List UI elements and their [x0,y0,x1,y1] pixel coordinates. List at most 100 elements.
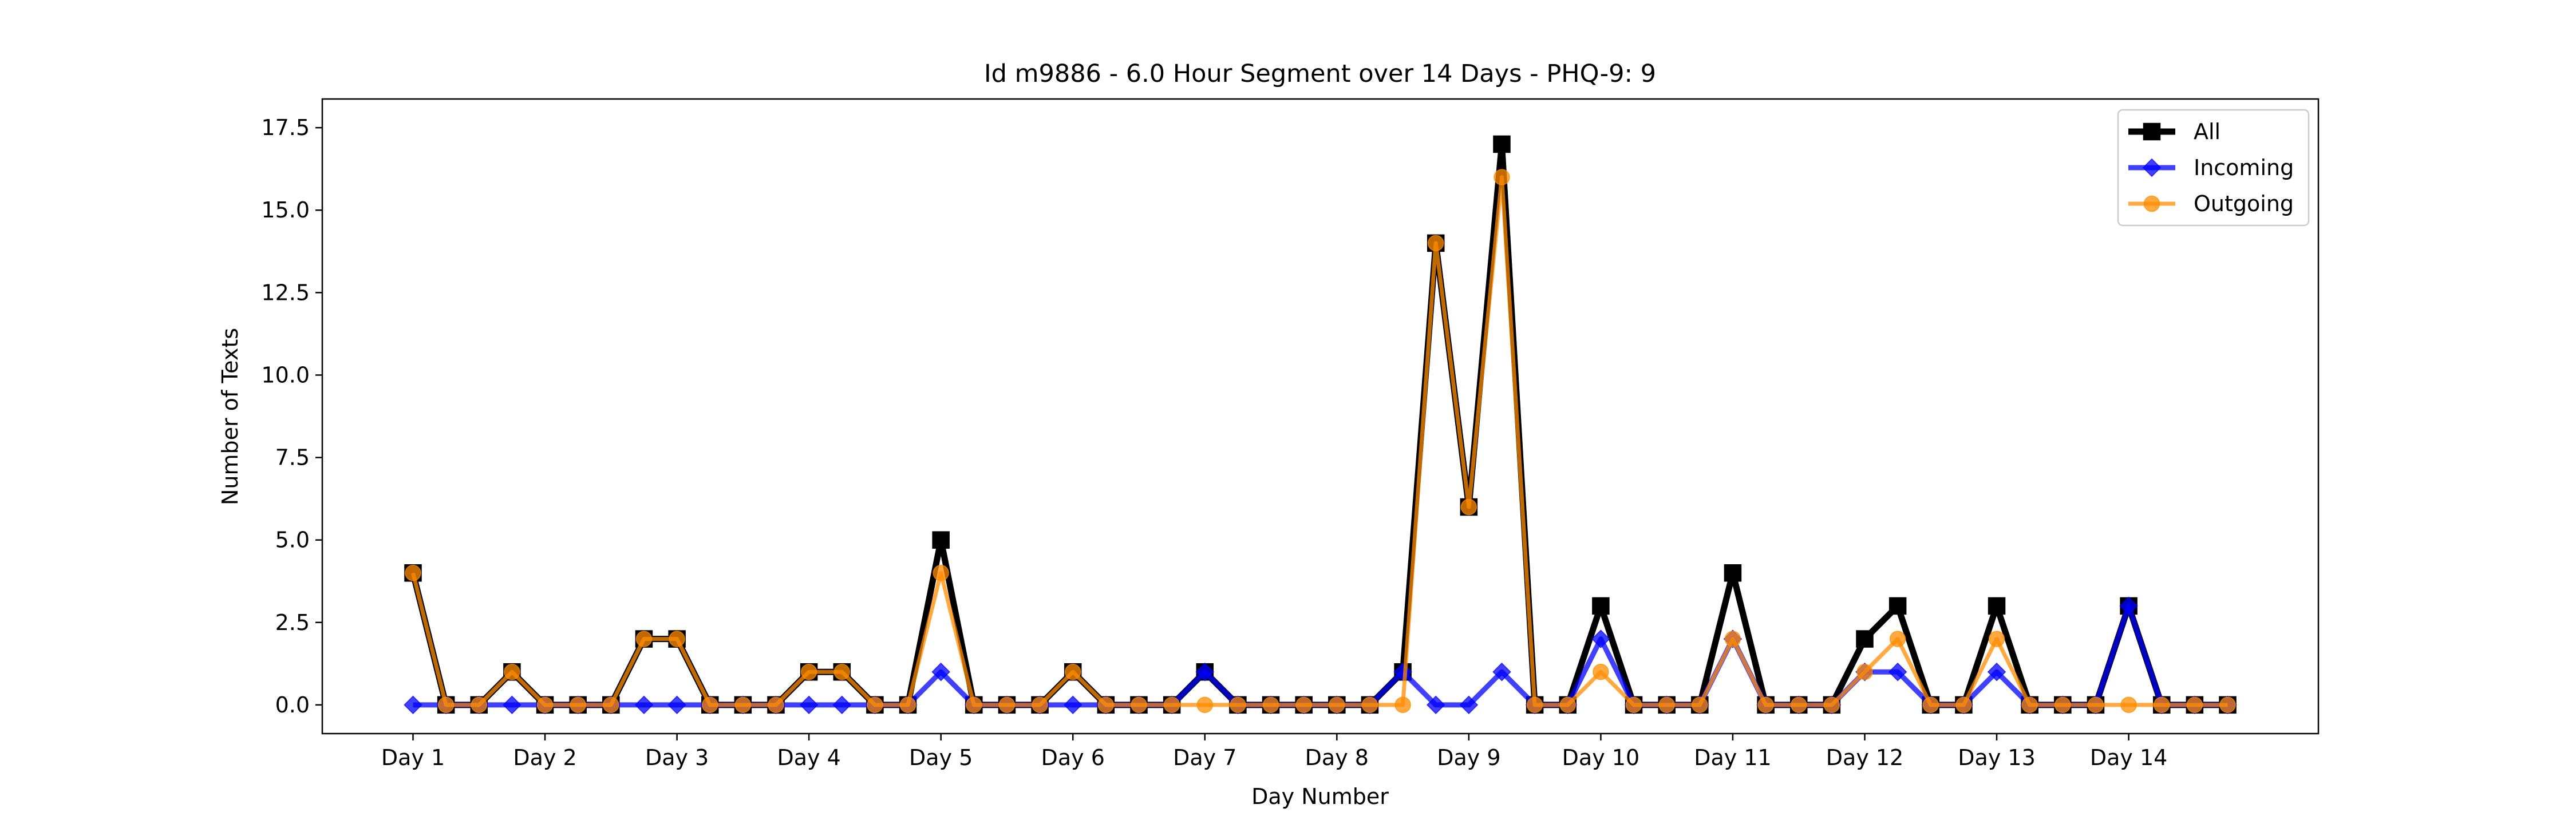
x-tick-label: Day 8 [1305,745,1369,770]
data-point-incoming [1195,662,1215,682]
ticks-layer: 0.0 2.5 5.0 7.5 10.0 12.5 15.0 17.5 Day 1 Day 2 Da… [261,115,2167,770]
data-point-outgoing [1262,696,1279,714]
data-point-outgoing [899,696,916,714]
data-point-outgoing [1230,696,1246,714]
plot-background [322,99,2318,734]
legend-marker-incoming [2142,158,2162,177]
data-point-incoming [1492,662,1511,682]
legend-label-all: All [2194,119,2221,144]
data-point-incoming [404,695,422,715]
data-point-outgoing [437,696,455,714]
data-point-outgoing [1559,696,1577,714]
data-point-incoming [931,662,950,682]
data-point-outgoing [800,663,817,680]
series-outgoing [405,169,2236,714]
y-tick-label: 12.5 [261,280,310,305]
data-point-outgoing [2120,696,2137,714]
data-point-outgoing [998,696,1016,714]
data-point-outgoing [701,696,718,714]
data-point-outgoing [504,663,520,680]
data-point-outgoing [1757,696,1774,714]
data-point-outgoing [1329,696,1345,714]
data-point-incoming [667,695,686,715]
data-point-outgoing [2219,696,2236,714]
data-point-outgoing [1922,696,1939,714]
x-tick-label: Day 4 [777,745,840,770]
data-point-all [1724,564,1742,582]
data-point-outgoing [1955,696,1972,714]
data-point-incoming [799,695,819,715]
data-point-all [932,531,950,549]
data-point-outgoing [1988,631,2005,647]
data-point-outgoing [734,696,752,714]
x-tick-label: Day 6 [1041,745,1105,770]
data-point-outgoing [833,663,851,680]
x-tick-label: Day 3 [645,745,709,770]
data-point-outgoing [1163,696,1180,714]
data-point-outgoing [1427,235,1444,252]
data-point-all [1888,597,1907,615]
data-point-incoming [1459,695,1479,715]
data-point-outgoing [1526,696,1543,714]
y-tick-label: 10.0 [261,362,310,387]
x-tick-label: Day 10 [1562,745,1639,770]
x-tick-label: Day 2 [513,745,576,770]
data-point-outgoing [1790,696,1807,714]
data-point-outgoing [1823,696,1840,714]
data-point-incoming [1591,629,1610,648]
data-point-outgoing [1394,696,1411,714]
data-point-incoming [1888,662,1907,682]
data-point-outgoing [1889,631,1906,647]
data-point-outgoing [1032,696,1048,714]
chart-title: Id m9886 - 6.0 Hour Segment over 14 Days… [984,60,1656,88]
y-tick-label: 15.0 [261,197,310,223]
data-point-outgoing [1064,663,1081,680]
data-point-incoming [1426,695,1445,715]
data-point-outgoing [2055,696,2071,714]
data-point-outgoing [1131,696,1147,714]
legend-label-incoming: Incoming [2194,155,2294,180]
legend: All Incoming Outgoing [2117,109,2310,227]
data-point-outgoing [768,696,784,714]
data-point-outgoing [1724,631,1741,647]
x-tick-label: Day 5 [909,745,973,770]
data-point-outgoing [1593,663,1609,680]
x-tick-label: Day 14 [2090,745,2167,770]
data-point-outgoing [405,565,421,581]
legend-entries: All Incoming Outgoing [2128,119,2294,216]
x-tick-label: Day 11 [1694,745,1771,770]
x-axis-label: Day Number [1251,784,1389,809]
legend-entry-all: All [2128,119,2221,144]
data-point-outgoing [471,696,488,714]
legend-entry-incoming: Incoming [2128,155,2294,180]
data-point-outgoing [2153,696,2170,714]
data-point-outgoing [1460,498,1477,516]
y-tick-label: 7.5 [275,445,310,470]
y-tick-label: 17.5 [261,115,310,140]
data-point-outgoing [1196,696,1214,714]
data-point-outgoing [635,631,653,647]
data-point-outgoing [2186,696,2203,714]
y-tick-label: 2.5 [275,610,310,635]
data-point-outgoing [1097,696,1115,714]
data-point-outgoing [2087,696,2104,714]
data-point-outgoing [2021,696,2038,714]
data-point-outgoing [1361,696,1378,714]
data-point-outgoing [570,696,586,714]
data-point-outgoing [1494,169,1510,185]
data-point-outgoing [1692,696,1708,714]
x-tick-label: Day 13 [1958,745,2035,770]
data-point-incoming [634,695,654,715]
data-point-outgoing [1658,696,1675,714]
x-tick-label: Day 12 [1826,745,1903,770]
legend-marker-all [2143,122,2161,141]
legend-entry-outgoing: Outgoing [2128,191,2294,216]
data-point-outgoing [669,631,685,647]
data-point-all [1856,630,1874,648]
y-tick-label: 0.0 [275,692,310,718]
data-point-outgoing [603,696,619,714]
data-point-incoming [2119,596,2138,616]
data-point-incoming [1063,695,1082,715]
data-point-all [1592,597,1610,615]
